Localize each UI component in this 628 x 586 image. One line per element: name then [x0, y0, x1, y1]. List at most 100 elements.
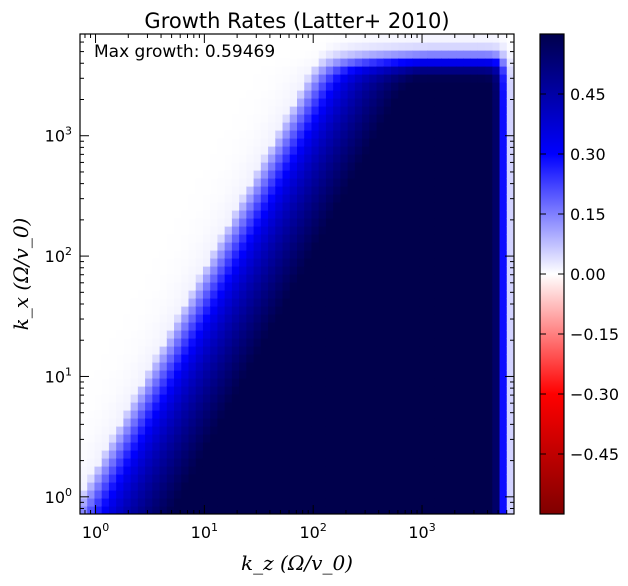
heatmap-cell [325, 106, 334, 115]
heatmap-cell [405, 226, 414, 235]
heatmap-cell [108, 218, 117, 227]
heatmap-cell [253, 258, 262, 267]
heatmap-cell [152, 298, 161, 307]
heatmap-cell [116, 74, 124, 83]
heatmap-cell [289, 450, 298, 459]
heatmap-cell [340, 482, 349, 491]
heatmap-cell [398, 162, 407, 171]
heatmap-cell [333, 322, 341, 331]
heatmap-cell [325, 50, 334, 59]
heatmap-cell [419, 162, 428, 171]
heatmap-cell [101, 50, 110, 59]
heatmap-cell [159, 370, 168, 379]
heatmap-cell [297, 466, 305, 475]
heatmap-cell [130, 290, 139, 299]
heatmap-cell [202, 442, 211, 451]
heatmap-cell [188, 474, 197, 483]
heatmap-cell [492, 354, 501, 363]
heatmap-cell [311, 138, 320, 147]
heatmap-cell [485, 74, 493, 83]
heatmap-cell [123, 330, 132, 339]
heatmap-cell [253, 114, 262, 123]
heatmap-cell [499, 386, 508, 395]
heatmap-cell [485, 354, 493, 363]
heatmap-cell [419, 154, 428, 163]
heatmap-cell [181, 298, 190, 307]
heatmap-cell [239, 362, 247, 371]
heatmap-cell [456, 450, 464, 459]
heatmap-cell [448, 474, 457, 483]
heatmap-cell [181, 346, 190, 355]
heatmap-cell [87, 402, 96, 411]
heatmap-cell [123, 506, 132, 514]
heatmap-cell [145, 282, 153, 291]
heatmap-cell [94, 426, 103, 435]
heatmap-cell [289, 274, 298, 283]
heatmap-cell [202, 362, 211, 371]
heatmap-cell [123, 162, 132, 171]
heatmap-cell [94, 282, 103, 291]
heatmap-cell [470, 274, 479, 283]
heatmap-cell [325, 42, 334, 51]
heatmap-cell [325, 154, 334, 163]
heatmap-cell [463, 194, 472, 203]
heatmap-cell [456, 138, 464, 147]
heatmap-cell [87, 114, 96, 123]
heatmap-cell [137, 314, 146, 323]
colorbar-ticks: 0.450.300.150.00−0.15−0.30−0.45 [540, 85, 619, 464]
heatmap-cell [398, 154, 407, 163]
heatmap-cell [456, 274, 464, 283]
heatmap-cell [434, 258, 443, 267]
heatmap-cell [239, 378, 247, 387]
heatmap-cell [354, 458, 363, 467]
heatmap-cell [145, 106, 153, 115]
heatmap-cell [427, 170, 436, 179]
heatmap-cell [116, 202, 124, 211]
heatmap-cell [456, 386, 464, 395]
heatmap-cell [224, 178, 233, 187]
heatmap-cell [108, 162, 117, 171]
heatmap-cell [246, 90, 255, 99]
heatmap-cell [477, 498, 486, 507]
heatmap-cell [477, 210, 486, 219]
heatmap-cell [224, 394, 233, 403]
heatmap-cell [123, 130, 132, 139]
heatmap-cell [419, 146, 428, 155]
heatmap-cell [311, 490, 320, 499]
heatmap-cell [383, 226, 392, 235]
heatmap-cell [304, 346, 313, 355]
heatmap-cell [94, 154, 103, 163]
heatmap-cell [188, 146, 197, 155]
heatmap-cell [499, 306, 508, 315]
heatmap-cell [405, 330, 414, 339]
heatmap-cell [318, 282, 327, 291]
heatmap-cell [492, 362, 501, 371]
heatmap-cell [188, 218, 197, 227]
heatmap-cell [174, 178, 182, 187]
heatmap-cell [94, 330, 103, 339]
heatmap-cell [195, 226, 204, 235]
heatmap-cell [145, 506, 153, 514]
heatmap-cell [391, 130, 399, 139]
heatmap-cell [195, 34, 204, 43]
heatmap-cell [246, 482, 255, 491]
heatmap-cell [448, 90, 457, 99]
heatmap-cell [268, 466, 276, 475]
heatmap-cell [275, 490, 284, 499]
heatmap-cell [405, 458, 414, 467]
heatmap-cell [116, 346, 124, 355]
heatmap-cell [80, 266, 88, 275]
heatmap-cell [419, 434, 428, 443]
heatmap-cell [195, 386, 204, 395]
heatmap-cell [268, 370, 276, 379]
heatmap-cell [485, 218, 493, 227]
heatmap-cell [506, 266, 514, 275]
heatmap-cell [419, 34, 428, 43]
heatmap-cell [398, 178, 407, 187]
heatmap-cell [434, 442, 443, 451]
heatmap-cell [166, 370, 175, 379]
heatmap-cell [398, 258, 407, 267]
heatmap-cell [441, 258, 450, 267]
heatmap-cell [282, 386, 291, 395]
heatmap-cell [260, 330, 269, 339]
